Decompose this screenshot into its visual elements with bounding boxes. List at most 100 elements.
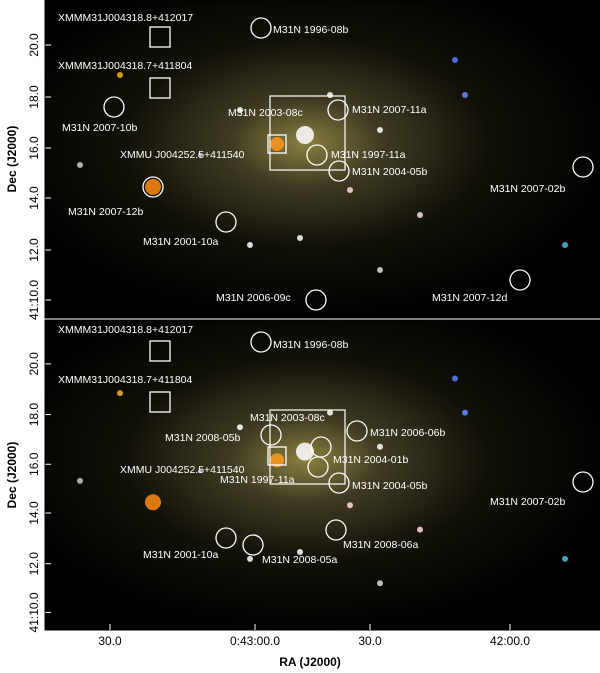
source-circle — [307, 456, 329, 478]
y-axis-label: Dec (J2000) — [5, 442, 19, 509]
source-box — [149, 77, 171, 99]
source-box — [149, 340, 171, 362]
x-tick-label: 30.0 — [358, 634, 382, 648]
source-label: XMMU J004252.5+411540 — [120, 149, 245, 161]
source-label: M31N 2003-08c — [228, 107, 303, 119]
star — [145, 494, 161, 511]
source-box — [267, 446, 287, 466]
star — [145, 179, 161, 195]
source-label: XMMM31J004318.7+411804 — [58, 60, 193, 72]
source-label: M31N 1996-08b — [273, 24, 348, 36]
star — [377, 580, 383, 587]
star — [117, 72, 123, 78]
star — [77, 477, 83, 484]
y-tick-label: 41:10.0 — [27, 280, 41, 320]
source-label: M31N 2006-09c — [216, 292, 291, 304]
y-tick-label: 14.0 — [27, 501, 41, 525]
star — [247, 555, 253, 562]
star — [347, 187, 353, 193]
source-circle — [346, 420, 368, 442]
source-circle — [260, 424, 282, 446]
x-axis-label: RA (J2000) — [279, 655, 341, 669]
source-label: M31N 2004-01b — [333, 454, 408, 466]
galaxy-glow — [45, 320, 600, 630]
source-circle — [215, 527, 237, 549]
star — [462, 92, 468, 98]
source-circle — [572, 156, 594, 178]
star — [452, 375, 458, 382]
source-label: XMMU J004252.5+411540 — [120, 464, 245, 476]
y-tick-label: 18.0 — [27, 403, 41, 427]
y-tick-label: 20.0 — [27, 352, 41, 376]
source-label: XMMM31J004318.8+412017 — [58, 12, 193, 24]
x-tick-label: 0:43:00.0 — [230, 634, 280, 648]
source-circle — [572, 471, 594, 493]
source-label: M31N 2001-10a — [143, 236, 218, 248]
y-tick-label: 41:10.0 — [27, 592, 41, 632]
star — [377, 127, 383, 133]
star — [562, 555, 568, 562]
source-label: M31N 2007-02b — [490, 496, 565, 508]
source-circle — [250, 17, 272, 39]
source-circle — [509, 269, 531, 291]
x-tick-label: 30.0 — [98, 634, 122, 648]
source-label: M31N 2007-12b — [68, 206, 143, 218]
y-tick-label: 14.0 — [27, 186, 41, 210]
source-label: M31N 2007-10b — [62, 122, 137, 134]
source-box — [267, 134, 287, 154]
source-label: M31N 2008-05a — [262, 554, 337, 566]
source-label: M31N 2007-02b — [490, 183, 565, 195]
source-label: M31N 1997-11a — [331, 149, 406, 161]
source-circle — [103, 96, 125, 118]
source-circle — [250, 331, 272, 353]
source-circle — [305, 289, 327, 311]
y-axis-label: Dec (J2000) — [5, 126, 19, 193]
source-label: M31N 2006-06b — [370, 427, 445, 439]
star — [198, 469, 202, 474]
source-label: M31N 1997-11a — [220, 474, 295, 486]
source-label: M31N 1996-08b — [273, 339, 348, 351]
source-label: M31N 2003-08c — [250, 412, 325, 424]
y-tick-label: 12.0 — [27, 238, 41, 262]
source-label: M31N 2008-06a — [343, 539, 418, 551]
source-label: M31N 2007-11a — [352, 104, 427, 116]
source-box — [149, 391, 171, 413]
star — [247, 242, 253, 248]
star — [77, 162, 83, 168]
source-circle — [328, 472, 350, 494]
star — [296, 442, 314, 461]
source-circle — [242, 534, 264, 556]
source-circle — [306, 144, 328, 166]
star — [347, 502, 353, 509]
y-tick-label: 18.0 — [27, 85, 41, 109]
star — [296, 126, 314, 144]
star — [270, 137, 284, 151]
star — [237, 424, 243, 431]
star — [297, 235, 303, 241]
region-box — [269, 95, 346, 171]
star — [417, 526, 423, 533]
source-label: M31N 2008-05b — [165, 432, 240, 444]
y-tick-label: 16.0 — [27, 452, 41, 476]
source-label: M31N 2004-05b — [352, 480, 427, 492]
source-circle — [328, 160, 350, 182]
source-label: XMMM31J004318.8+412017 — [58, 324, 193, 336]
y-tick-label: 20.0 — [27, 33, 41, 57]
star — [198, 153, 202, 157]
star — [117, 390, 123, 397]
y-tick-label: 12.0 — [27, 552, 41, 576]
galaxy-glow — [45, 0, 600, 318]
star — [462, 409, 468, 416]
y-tick-label: 16.0 — [27, 136, 41, 160]
source-circle — [325, 519, 347, 541]
star — [452, 57, 458, 63]
star — [377, 443, 383, 450]
source-label: M31N 2007-12d — [432, 292, 507, 304]
star — [417, 212, 423, 218]
star — [270, 453, 284, 468]
source-circle — [215, 211, 237, 233]
star — [237, 107, 243, 113]
star — [562, 242, 568, 248]
star — [327, 409, 333, 416]
